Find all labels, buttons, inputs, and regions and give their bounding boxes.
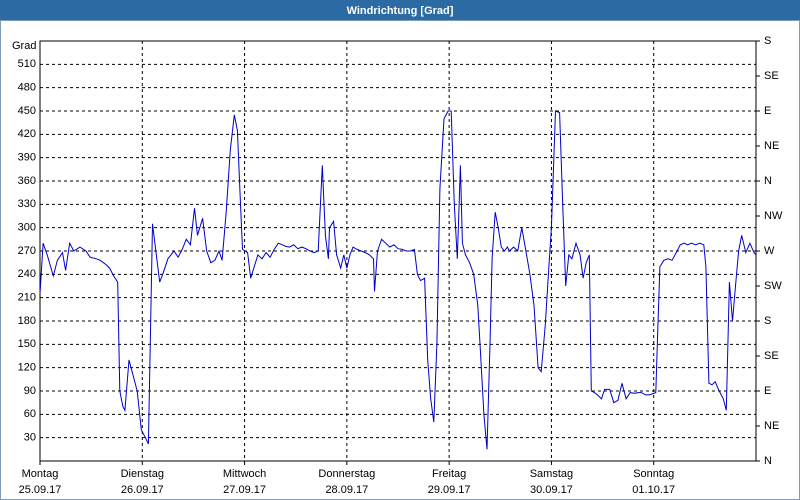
- x-tick-label: Sonntag: [633, 468, 674, 480]
- y2-tick-label: S: [764, 35, 771, 47]
- y2-tick-label: NW: [764, 210, 783, 222]
- y-tick-label: 510: [18, 58, 36, 70]
- y2-tick-label: N: [764, 175, 772, 187]
- x-tick-date: 27.09.17: [223, 484, 266, 496]
- y2-tick-label: E: [764, 385, 771, 397]
- y2-tick-label: N: [764, 455, 772, 467]
- y2-tick-label: SE: [764, 70, 779, 82]
- y-tick-label: 60: [24, 408, 36, 420]
- y-tick-label: 420: [18, 128, 36, 140]
- y-tick-label: 450: [18, 105, 36, 117]
- x-tick-date: 29.09.17: [428, 484, 471, 496]
- y-tick-label: 240: [18, 268, 36, 280]
- y-axis-label: Grad: [12, 40, 36, 52]
- x-tick-date: 01.10.17: [632, 484, 675, 496]
- x-tick-label: Freitag: [432, 468, 466, 480]
- x-tick-label: Samstag: [530, 468, 573, 480]
- y2-tick-label: W: [764, 245, 775, 257]
- y-tick-label: 210: [18, 292, 36, 304]
- y2-tick-label: NE: [764, 420, 779, 432]
- x-tick-label: Dienstag: [121, 468, 164, 480]
- y-tick-label: 120: [18, 362, 36, 374]
- y2-tick-label: SE: [764, 350, 779, 362]
- data-line: [39, 110, 757, 450]
- title-bar: [0, 0, 800, 20]
- y-tick-label: 360: [18, 175, 36, 187]
- y2-tick-label: E: [764, 105, 771, 117]
- x-tick-label: Mittwoch: [223, 468, 266, 480]
- x-tick-date: 26.09.17: [121, 484, 164, 496]
- y-tick-label: 300: [18, 222, 36, 234]
- y-tick-label: 30: [24, 432, 36, 444]
- x-tick-label: Montag: [22, 468, 59, 480]
- y-tick-label: 90: [24, 385, 36, 397]
- y-tick-label: 180: [18, 315, 36, 327]
- x-tick-date: 28.09.17: [325, 484, 368, 496]
- y2-tick-label: S: [764, 315, 771, 327]
- y-tick-label: 270: [18, 245, 36, 257]
- y-tick-label: 330: [18, 198, 36, 210]
- y-tick-label: 390: [18, 152, 36, 164]
- y2-tick-label: SW: [764, 280, 782, 292]
- x-tick-date: 30.09.17: [530, 484, 573, 496]
- chart-title: Windrichtung [Grad]: [347, 5, 454, 17]
- y-tick-label: 150: [18, 338, 36, 350]
- y-tick-label: 480: [18, 82, 36, 94]
- x-tick-label: Donnerstag: [318, 468, 375, 480]
- y2-tick-label: NE: [764, 140, 779, 152]
- x-tick-date: 25.09.17: [19, 484, 62, 496]
